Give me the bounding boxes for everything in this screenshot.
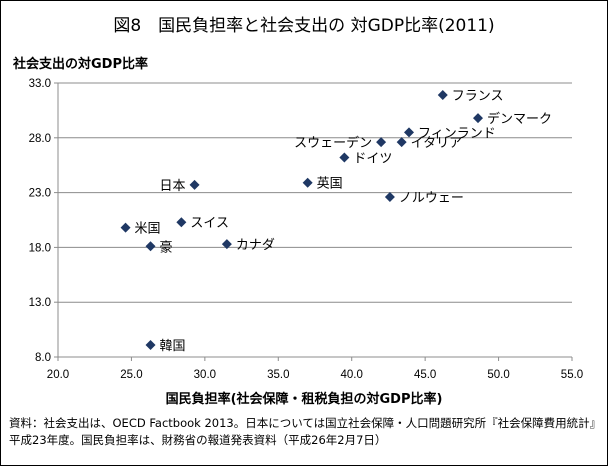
y-tick-label: 23.0 xyxy=(29,188,51,200)
y-axis-label: 社会支出の対GDP比率 xyxy=(13,57,148,72)
point-label: フランス xyxy=(452,89,504,104)
data-point xyxy=(376,137,387,148)
x-tick-label: 50.0 xyxy=(487,369,509,381)
point-label: 米国 xyxy=(135,222,161,237)
y-tick-label: 28.0 xyxy=(29,133,51,145)
x-tick-label: 55.0 xyxy=(561,369,583,381)
source-note: 資料：社会支出は、OECD Factbook 2013。日本については国立社会保… xyxy=(9,416,596,447)
point-label: ノルウェー xyxy=(399,191,464,206)
point-label: フィンランド xyxy=(418,126,496,141)
data-point xyxy=(339,152,350,163)
point-label: スイス xyxy=(190,216,229,231)
x-axis-label: 国民負担率(社会保障・租税負担の対GDP比率) xyxy=(165,392,443,407)
data-point xyxy=(437,90,448,101)
y-tick-label: 18.0 xyxy=(29,242,51,254)
point-label: イタリア xyxy=(411,136,462,151)
scatter-plot: 8.0 13.0 18.0 23.0 28.0 33.0 20.0 25.0 30.0 35.0 4… xyxy=(29,78,584,381)
chart-title: 図8 国民負担率と社会支出の 対GDP比率(2011) xyxy=(113,16,495,36)
data-point xyxy=(384,191,395,202)
data-point xyxy=(145,339,156,350)
x-tick-label: 25.0 xyxy=(120,369,142,381)
data-point xyxy=(120,222,131,233)
point-label: ドイツ xyxy=(353,152,392,167)
x-tick-label: 45.0 xyxy=(414,369,436,381)
data-point xyxy=(473,113,484,124)
point-label: カナダ xyxy=(236,238,275,253)
x-tick-label: 30.0 xyxy=(194,369,216,381)
point-label: 韓国 xyxy=(160,339,186,354)
data-point xyxy=(176,217,187,228)
point-label: 豪 xyxy=(160,239,173,255)
x-tick-label: 20.0 xyxy=(47,369,69,381)
x-tick-label: 40.0 xyxy=(341,369,363,381)
data-point xyxy=(396,137,407,148)
point-label: 日本 xyxy=(160,179,186,194)
data-point xyxy=(145,241,156,252)
point-label: デンマーク xyxy=(487,111,552,127)
point-label: スウェーデン xyxy=(294,135,372,151)
y-tick-label: 33.0 xyxy=(29,78,51,90)
y-tick-label: 8.0 xyxy=(35,352,51,364)
data-point xyxy=(189,179,200,190)
data-point xyxy=(403,127,414,138)
point-label: 英国 xyxy=(317,177,343,192)
data-point xyxy=(302,177,313,188)
x-tick-label: 35.0 xyxy=(267,369,289,381)
data-point xyxy=(221,239,232,250)
y-tick-label: 13.0 xyxy=(29,297,51,309)
